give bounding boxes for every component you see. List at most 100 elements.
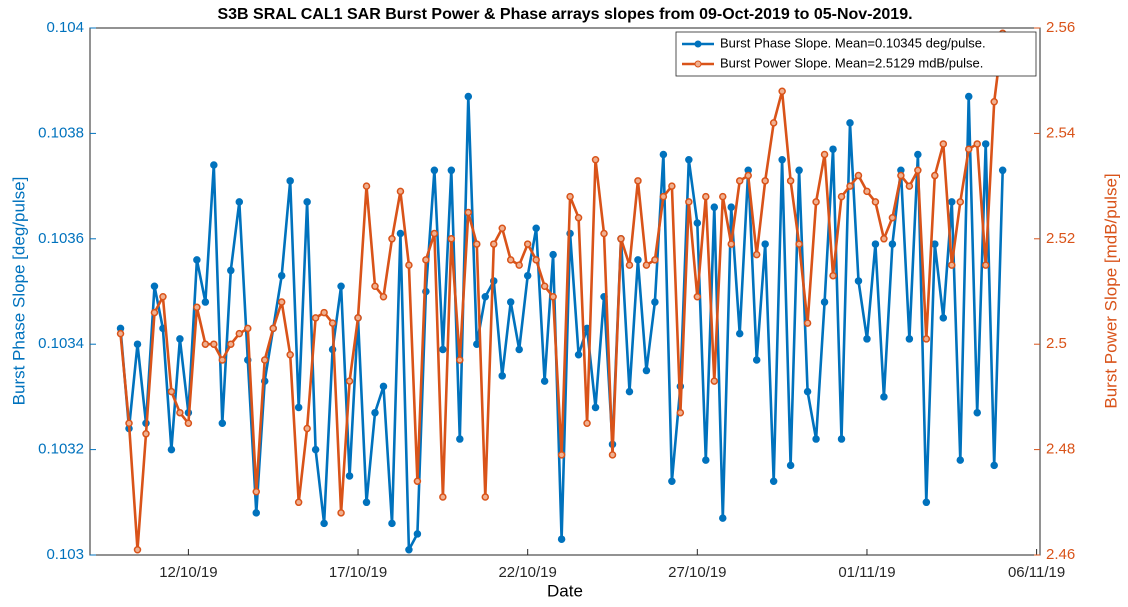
point xyxy=(761,177,769,185)
point xyxy=(133,545,142,554)
point xyxy=(795,166,803,175)
point xyxy=(693,293,702,301)
point xyxy=(659,192,668,201)
point xyxy=(218,356,227,364)
y2-axis-label: Burst Power Slope [mdB/pulse] xyxy=(1101,173,1120,408)
point xyxy=(540,282,549,290)
point xyxy=(159,293,167,301)
point xyxy=(235,198,244,206)
point xyxy=(939,314,948,322)
point xyxy=(498,372,506,380)
point xyxy=(600,229,608,238)
point xyxy=(142,430,150,438)
point xyxy=(685,198,693,206)
point xyxy=(430,166,439,175)
point xyxy=(193,256,201,264)
point xyxy=(532,256,540,264)
point xyxy=(252,509,260,517)
point xyxy=(557,535,566,543)
point xyxy=(405,545,413,554)
point xyxy=(447,166,456,175)
point xyxy=(642,366,651,375)
point xyxy=(625,387,634,396)
point xyxy=(837,435,846,443)
point xyxy=(549,293,557,301)
y-axis-label: Burst Phase Slope [deg/pulse] xyxy=(9,177,28,406)
point xyxy=(456,356,464,364)
point xyxy=(328,319,337,327)
point xyxy=(481,493,490,501)
point xyxy=(914,150,922,159)
point xyxy=(286,350,294,359)
point xyxy=(362,182,371,190)
point xyxy=(506,298,515,306)
point xyxy=(931,171,939,180)
point xyxy=(345,472,354,480)
legend: Burst Phase Slope. Mean=0.10345 deg/puls… xyxy=(675,31,1037,77)
point xyxy=(456,435,464,443)
point xyxy=(981,140,990,148)
point xyxy=(591,156,600,164)
y-tick-label: 0.103 xyxy=(46,546,84,563)
point xyxy=(990,461,998,470)
point xyxy=(905,182,914,190)
point xyxy=(320,519,328,528)
point xyxy=(812,435,820,443)
point xyxy=(651,256,659,264)
point xyxy=(481,293,490,301)
point xyxy=(871,198,880,206)
y-tick-label: 0.1038 xyxy=(38,124,84,141)
point xyxy=(430,229,439,238)
point xyxy=(303,424,311,433)
x-tick-label: 22/10/19 xyxy=(498,564,556,581)
point xyxy=(829,145,837,153)
point xyxy=(888,213,897,222)
point xyxy=(574,213,583,222)
point xyxy=(948,261,956,269)
point xyxy=(956,456,965,464)
y2-tick-label: 2.56 xyxy=(1046,19,1075,36)
point xyxy=(210,161,218,169)
point xyxy=(948,198,956,206)
point xyxy=(922,498,931,507)
point xyxy=(566,192,574,201)
y2-tick-label: 2.46 xyxy=(1046,546,1075,563)
point xyxy=(574,350,583,359)
point xyxy=(634,177,642,185)
point xyxy=(379,382,388,391)
y2-tick-label: 2.52 xyxy=(1046,230,1075,247)
point xyxy=(439,493,447,501)
series-line xyxy=(119,95,1004,551)
point xyxy=(761,240,769,248)
point xyxy=(668,182,676,190)
x-tick-label: 12/10/19 xyxy=(159,564,217,581)
point xyxy=(693,219,702,227)
point xyxy=(778,87,786,95)
point xyxy=(846,119,854,127)
point xyxy=(506,256,515,264)
point xyxy=(201,298,210,306)
point xyxy=(405,261,413,269)
point xyxy=(286,177,294,185)
legend-marker xyxy=(694,60,702,68)
point xyxy=(176,408,184,417)
point xyxy=(388,235,396,243)
point xyxy=(973,140,981,148)
point xyxy=(854,277,863,285)
point xyxy=(227,266,235,275)
point xyxy=(659,150,668,159)
legend-label: Burst Phase Slope. Mean=0.10345 deg/puls… xyxy=(720,35,986,50)
point xyxy=(956,198,965,206)
point xyxy=(981,261,990,269)
point xyxy=(337,282,345,290)
point xyxy=(668,477,676,485)
point xyxy=(320,308,328,317)
point xyxy=(260,356,269,364)
point xyxy=(735,177,744,185)
point xyxy=(396,229,405,238)
point xyxy=(914,166,922,175)
point xyxy=(150,308,159,317)
point xyxy=(642,261,651,269)
point xyxy=(294,403,303,412)
point xyxy=(557,451,566,459)
